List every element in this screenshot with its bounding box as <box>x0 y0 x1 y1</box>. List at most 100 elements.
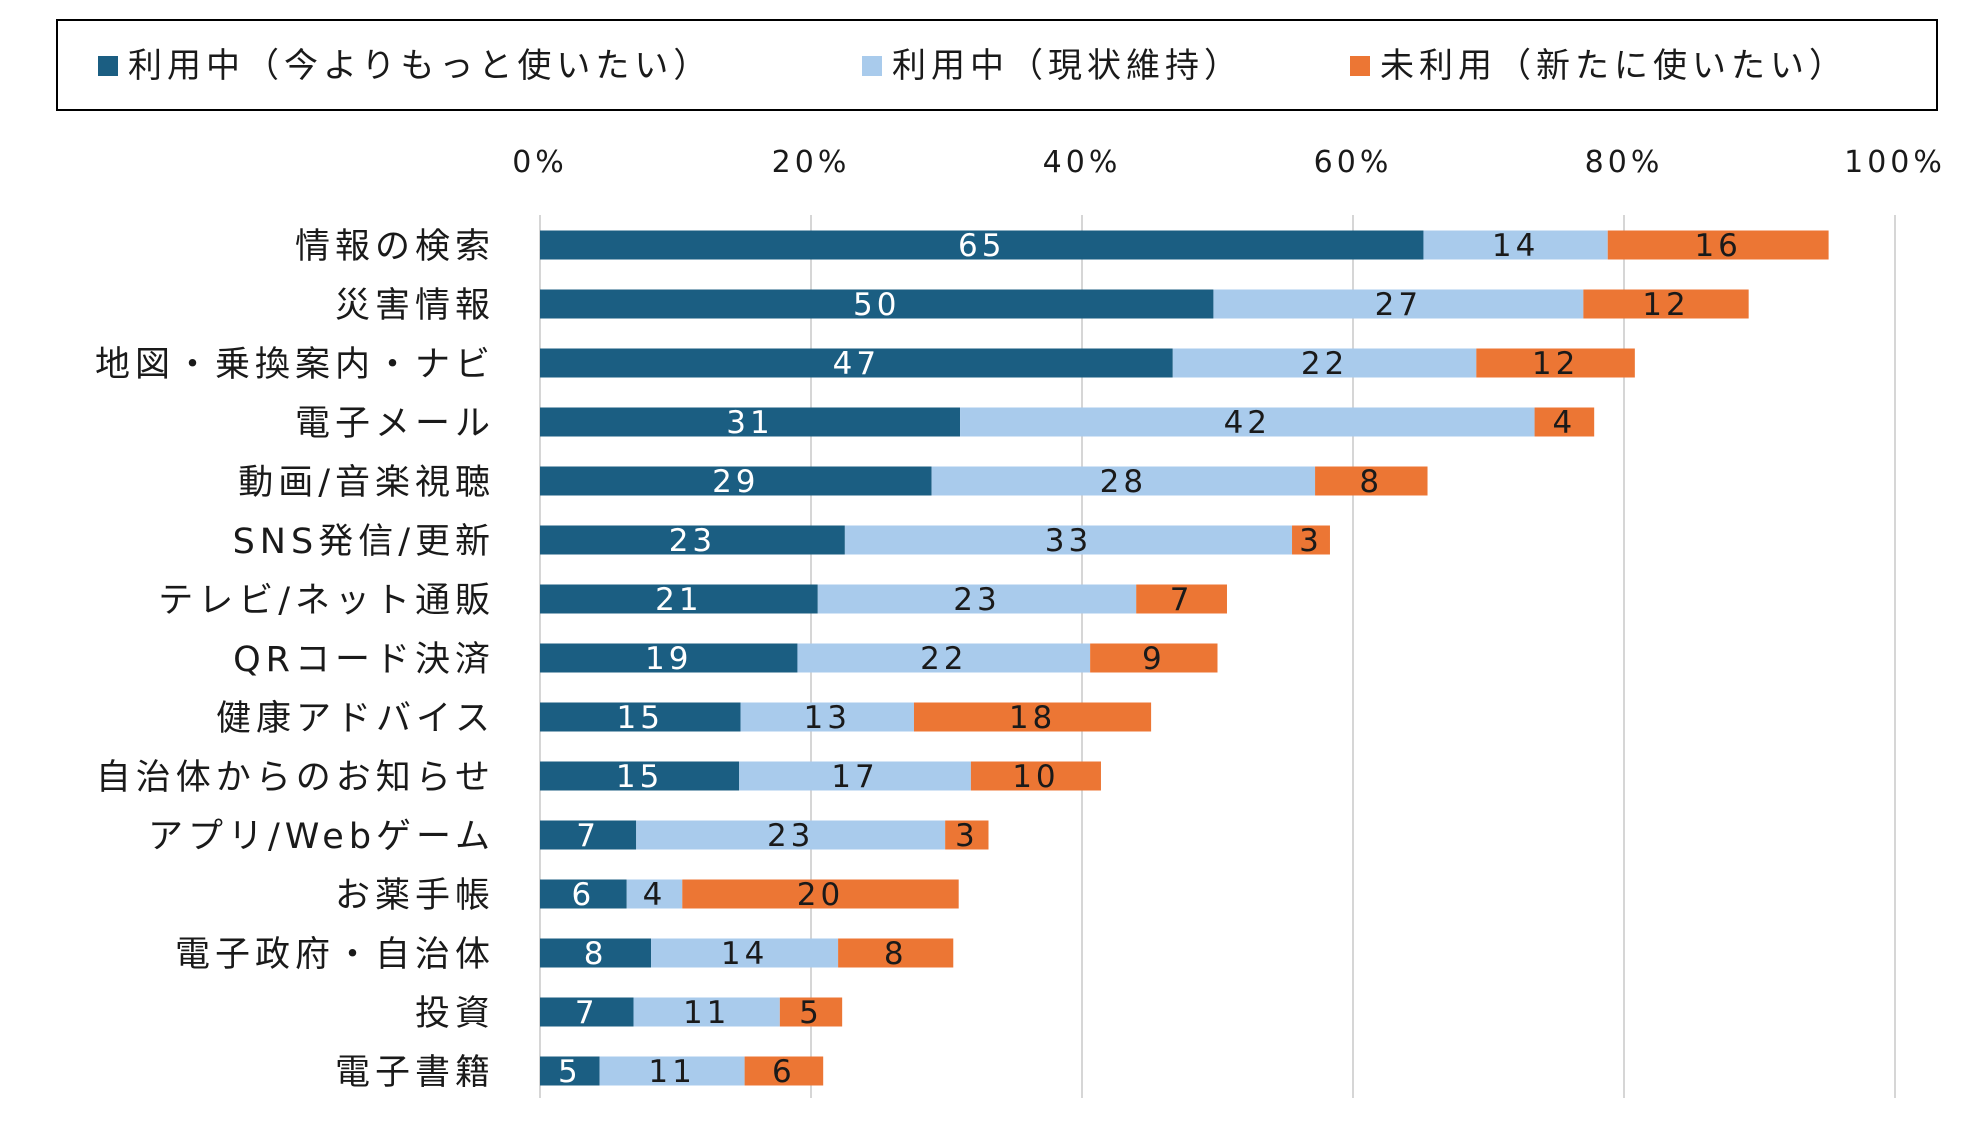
data-label: 5 <box>558 1054 582 1090</box>
bar-segment <box>1136 584 1227 614</box>
category-label: アプリ/Webゲーム <box>148 817 495 857</box>
data-label: 11 <box>648 1054 695 1090</box>
data-label: 6 <box>571 877 595 913</box>
data-label: 3 <box>1299 523 1323 559</box>
legend-entry: 利用中（今よりもっと使いたい） <box>128 46 712 86</box>
data-label: 42 <box>1224 405 1271 441</box>
data-label: 15 <box>616 759 663 795</box>
data-label: 20 <box>797 877 844 913</box>
bar-segment <box>1534 407 1595 437</box>
bar-segment <box>540 820 637 850</box>
bar-segment <box>540 761 740 791</box>
bar-segment <box>797 643 1091 673</box>
legend-swatch <box>1350 56 1370 76</box>
category-label: 電子書籍 <box>335 1053 495 1093</box>
data-label: 33 <box>1045 523 1092 559</box>
bar-segment <box>540 643 798 673</box>
data-label: 3 <box>955 818 979 854</box>
bar-segment <box>651 938 839 968</box>
bar-segment <box>779 997 843 1027</box>
bar-segment <box>599 1056 745 1086</box>
bar-segment <box>1315 466 1428 496</box>
data-label: 28 <box>1100 464 1147 500</box>
data-label: 8 <box>1359 464 1383 500</box>
bar-segment <box>540 879 627 909</box>
x-axis-ticks: 0% 20% 40% 60% 80% 100% <box>512 145 1946 180</box>
data-label: 65 <box>958 228 1005 264</box>
data-label: 6 <box>772 1054 796 1090</box>
bar-segment <box>744 1056 824 1086</box>
bar-segment <box>817 584 1137 614</box>
legend-entry: 未利用（新たに使いたい） <box>1380 46 1848 86</box>
data-label: 27 <box>1375 287 1422 323</box>
bar-segment <box>1476 348 1635 378</box>
bar-segment <box>1583 289 1749 319</box>
legend: 利用中（今よりもっと使いたい） 利用中（現状維持） 未利用（新たに使いたい） <box>56 19 1938 111</box>
data-label: 23 <box>669 523 716 559</box>
bar-segment <box>626 879 683 909</box>
data-label: 11 <box>683 995 730 1031</box>
bar-segment <box>945 820 989 850</box>
data-label: 17 <box>831 759 878 795</box>
data-label: 8 <box>584 936 608 972</box>
bar-segment <box>540 525 845 555</box>
data-label: 22 <box>1301 346 1348 382</box>
bar-segment <box>1423 230 1608 260</box>
category-label: 災害情報 <box>335 286 495 326</box>
data-label: 50 <box>853 287 900 323</box>
legend-entry: 利用中（現状維持） <box>892 46 1243 86</box>
category-label: 自治体からのお知らせ <box>96 758 495 798</box>
category-label: 健康アドバイス <box>216 699 495 739</box>
bar-segment <box>633 997 780 1027</box>
x-tick-label: 60% <box>1314 145 1393 180</box>
data-label: 21 <box>655 582 702 618</box>
x-tick-label: 100% <box>1844 145 1946 180</box>
category-label: テレビ/ネット通販 <box>158 581 495 621</box>
bar-segment <box>960 407 1535 437</box>
data-label: 14 <box>1492 228 1539 264</box>
data-label: 23 <box>953 582 1000 618</box>
data-label: 8 <box>884 936 908 972</box>
category-label: QRコード決済 <box>233 640 495 680</box>
bar-segment <box>540 466 932 496</box>
bar-segment <box>913 702 1152 732</box>
bar-segment <box>970 761 1101 791</box>
bar-segment <box>838 938 954 968</box>
bar-segment <box>739 761 971 791</box>
data-label: 22 <box>920 641 967 677</box>
data-label: 5 <box>799 995 823 1031</box>
bar-segment <box>636 820 946 850</box>
bar-segment <box>540 997 634 1027</box>
bar-segment <box>540 230 1424 260</box>
legend-swatch <box>862 56 882 76</box>
legend-swatch <box>98 56 118 76</box>
bar-segment <box>540 348 1173 378</box>
x-tick-label: 20% <box>772 145 851 180</box>
category-label: 電子メール <box>295 404 495 444</box>
bar-segment <box>540 938 652 968</box>
data-label: 7 <box>575 995 599 1031</box>
data-label: 31 <box>726 405 773 441</box>
category-label: SNS発信/更新 <box>233 522 495 562</box>
data-label: 12 <box>1532 346 1579 382</box>
data-label: 7 <box>1170 582 1194 618</box>
bar-segment <box>540 584 818 614</box>
data-label: 9 <box>1142 641 1166 677</box>
bar-segment <box>740 702 914 732</box>
bar-segment <box>682 879 959 909</box>
bar-segment <box>1607 230 1829 260</box>
category-label: 情報の検索 <box>295 227 495 267</box>
data-label: 47 <box>833 346 880 382</box>
bar-segment <box>1090 643 1218 673</box>
data-label: 7 <box>576 818 600 854</box>
x-tick-label: 0% <box>512 145 568 180</box>
bar-segment <box>540 1056 600 1086</box>
bar-segment <box>1292 525 1330 555</box>
category-label: 地図・乗換案内・ナビ <box>95 345 495 385</box>
bar-segment <box>540 407 961 437</box>
bar-segment <box>1172 348 1477 378</box>
data-label: 19 <box>645 641 692 677</box>
